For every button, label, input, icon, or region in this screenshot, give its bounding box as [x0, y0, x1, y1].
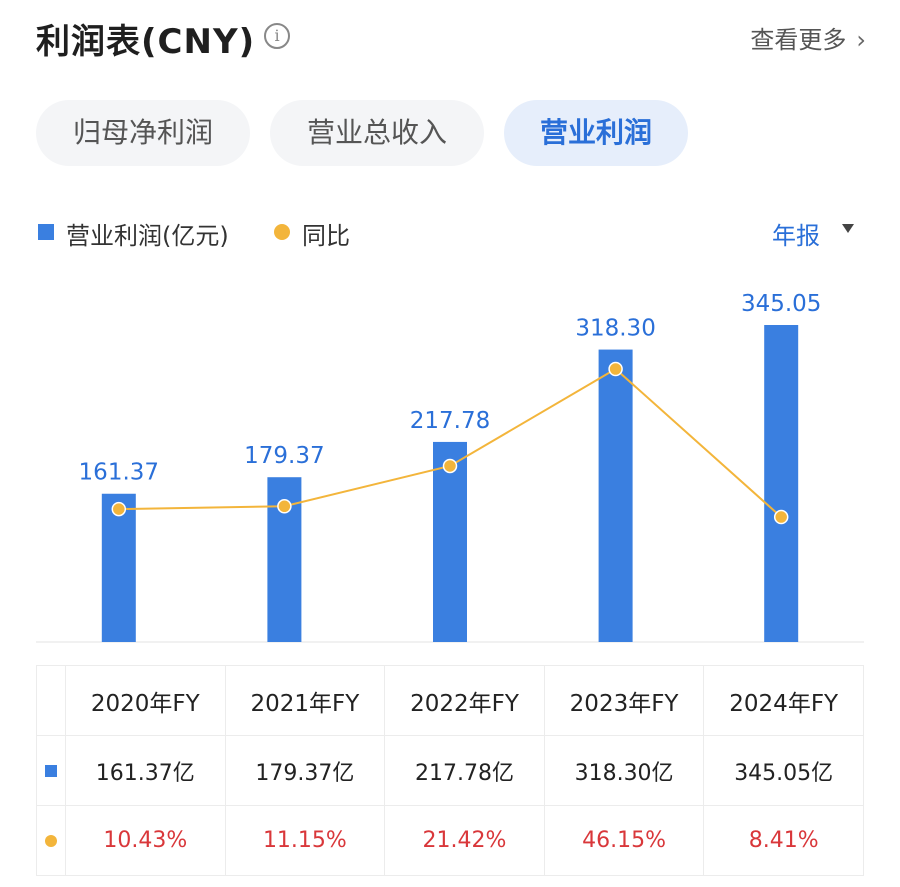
- bar-value-label: 179.37: [244, 443, 324, 469]
- table-header-cell: 2020年FY: [65, 665, 226, 736]
- line-legend-swatch: [274, 224, 290, 240]
- table-cell: 161.37亿: [65, 735, 226, 806]
- yoy-point-2022年FY: [442, 458, 458, 474]
- table-cell: 21.42%: [384, 805, 545, 876]
- bar-value-label: 318.30: [575, 316, 655, 342]
- yoy-point-2020年FY: [111, 501, 127, 517]
- bar-legend-swatch: [38, 224, 54, 240]
- table-header-cell: 2024年FY: [703, 665, 864, 736]
- bar-series-marker: [36, 735, 66, 806]
- bar-value-label: 345.05: [741, 291, 821, 317]
- table-cell: 10.43%: [65, 805, 226, 876]
- line-series-marker: [36, 805, 66, 876]
- bar-value-label: 217.78: [410, 408, 490, 434]
- info-icon[interactable]: i: [264, 23, 290, 49]
- table-cell: 11.15%: [224, 805, 386, 876]
- yoy-point-2024年FY: [773, 509, 789, 525]
- tab-net-profit[interactable]: 归母净利润: [36, 100, 250, 166]
- bar-2020年FY: [101, 493, 136, 642]
- table-cell: 318.30亿: [543, 735, 705, 806]
- bar-2022年FY: [433, 441, 467, 642]
- table-cell: 46.15%: [543, 805, 705, 876]
- tab-operating-profit[interactable]: 营业利润: [504, 100, 688, 166]
- bar-legend-label: 营业利润(亿元): [66, 222, 229, 250]
- chart-legend: 营业利润(亿元) 同比 年报: [36, 212, 866, 252]
- page-title: 利润表(CNY): [36, 22, 256, 62]
- table-header-cell: 2021年FY: [224, 665, 386, 736]
- data-table: 2020年FY 2021年FY 2022年FY 2023年FY 2024年FY …: [36, 665, 864, 876]
- table-cell: 217.78亿: [384, 735, 545, 806]
- table-row: 10.43% 11.15% 21.42% 46.15% 8.41%: [36, 805, 864, 876]
- table-cell: 8.41%: [703, 805, 864, 876]
- operating-profit-chart: 161.37 179.37 217.78 318.30 345.05: [36, 291, 864, 643]
- yoy-point-2023年FY: [608, 361, 623, 377]
- bar-2023年FY: [598, 349, 633, 642]
- table-corner-cell: [36, 665, 66, 736]
- line-legend-label: 同比: [302, 222, 350, 250]
- table-header-row: 2020年FY 2021年FY 2022年FY 2023年FY 2024年FY: [36, 665, 864, 736]
- bar-value-label: 161.37: [79, 460, 159, 486]
- table-row: 161.37亿 179.37亿 217.78亿 318.30亿 345.05亿: [36, 735, 864, 806]
- period-select[interactable]: 年报: [772, 222, 820, 250]
- caret-down-icon[interactable]: [842, 224, 854, 233]
- bar-2024年FY: [764, 325, 799, 642]
- table-header-cell: 2022年FY: [384, 665, 545, 736]
- table-cell: 345.05亿: [703, 735, 864, 806]
- view-more-label: 查看更多: [750, 26, 847, 54]
- dot-marker-icon: [45, 835, 57, 847]
- header: 利润表(CNY) i 查看更多 ›: [36, 14, 866, 62]
- tab-total-revenue[interactable]: 营业总收入: [270, 100, 484, 166]
- yoy-point-2021年FY: [277, 499, 292, 514]
- square-marker-icon: [45, 765, 57, 777]
- chevron-right-icon: ›: [856, 26, 866, 54]
- view-more-link[interactable]: 查看更多 ›: [750, 20, 866, 55]
- table-cell: 179.37亿: [224, 735, 386, 806]
- table-header-cell: 2023年FY: [543, 665, 705, 736]
